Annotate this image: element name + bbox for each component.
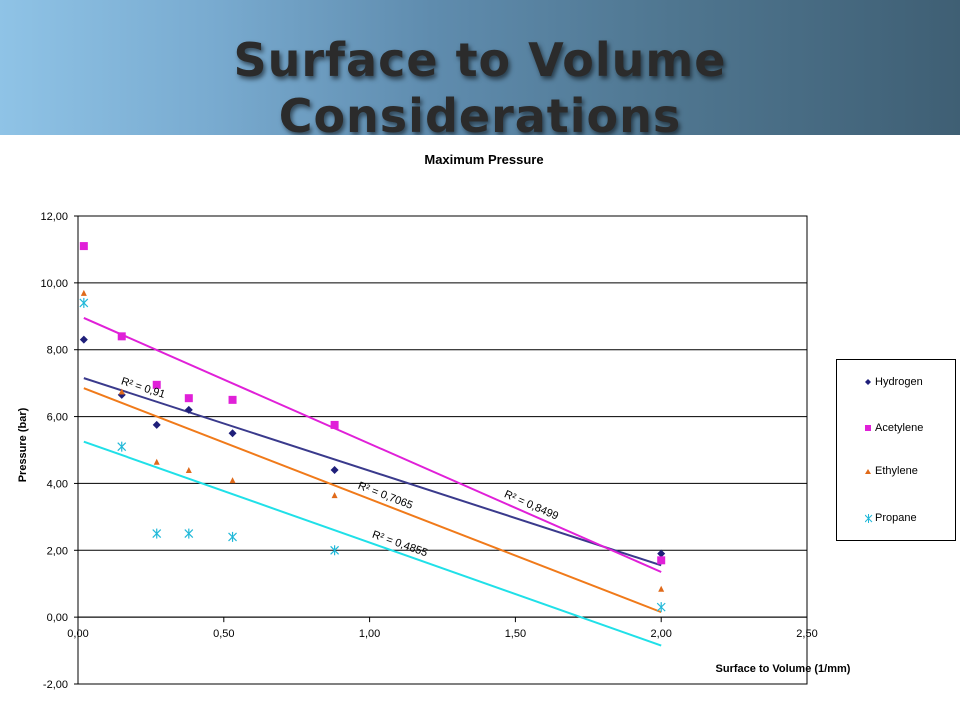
- x-tick-label: 0,50: [213, 628, 234, 640]
- point-acetylene: [228, 395, 237, 404]
- legend-label-hydrogen: Hydrogen: [875, 376, 923, 388]
- r2-label-ethylene: R² = 0,7065: [356, 480, 414, 512]
- r2-label-propane: R² = 0,4855: [371, 529, 429, 560]
- legend-marker-hydrogen: [865, 379, 871, 385]
- point-acetylene: [79, 242, 88, 251]
- point-ethylene: [658, 585, 665, 592]
- point-acetylene: [184, 394, 193, 403]
- point-hydrogen: [184, 405, 193, 414]
- point-propane: [228, 531, 237, 542]
- trendline-hydrogen: [83, 377, 662, 567]
- point-hydrogen: [228, 429, 237, 438]
- point-hydrogen: [657, 549, 666, 558]
- y-tick-label: 10,00: [40, 278, 68, 290]
- trendline-propane: [83, 440, 662, 647]
- point-ethylene: [185, 467, 192, 474]
- y-tick-label: -2,00: [43, 679, 68, 691]
- point-hydrogen: [330, 466, 339, 475]
- y-tick-label: 6,00: [47, 412, 68, 424]
- x-tick-label: 1,00: [359, 628, 380, 640]
- x-tick-label: 1,50: [505, 628, 526, 640]
- x-tick-label: 0,00: [67, 628, 88, 640]
- y-axis-title: Pressure (bar): [17, 407, 29, 482]
- plot-area: [77, 215, 808, 685]
- y-tick-label: 2,00: [47, 545, 68, 557]
- point-hydrogen: [152, 420, 161, 429]
- point-ethylene: [331, 492, 338, 499]
- y-tick-label: 4,00: [47, 478, 68, 490]
- legend-marker-ethylene: [865, 469, 871, 474]
- point-ethylene: [153, 458, 160, 465]
- y-tick-label: 8,00: [47, 345, 68, 357]
- x-tick-label: 2,00: [650, 628, 671, 640]
- slide-title-line2: Considerations: [278, 89, 682, 135]
- legend-label-propane: Propane: [875, 512, 917, 524]
- point-propane: [330, 545, 340, 556]
- y-tick-label: 0,00: [47, 612, 68, 624]
- title-banner: Surface to Volume Considerations: [0, 0, 960, 135]
- point-propane: [656, 602, 666, 613]
- point-propane: [184, 528, 194, 539]
- point-propane: [117, 441, 127, 452]
- point-acetylene: [330, 420, 339, 429]
- legend-marker-propane: [865, 514, 873, 523]
- legend-label-ethylene: Ethylene: [875, 465, 918, 477]
- x-tick-label: 2,50: [796, 628, 817, 640]
- chart-title: Maximum Pressure: [424, 152, 543, 167]
- y-tick-label: 12,00: [40, 211, 68, 223]
- x-axis-title: Surface to Volume (1/mm): [716, 663, 851, 675]
- point-ethylene: [80, 289, 87, 296]
- point-acetylene: [152, 380, 161, 389]
- point-acetylene: [117, 332, 126, 341]
- legend-label-acetylene: Acetylene: [875, 422, 924, 434]
- point-hydrogen: [79, 335, 88, 344]
- point-acetylene: [657, 556, 666, 565]
- point-propane: [79, 297, 89, 308]
- trendline-acetylene: [83, 317, 662, 573]
- legend-marker-acetylene: [865, 425, 871, 431]
- point-propane: [152, 528, 162, 539]
- chart-legend: Hydrogen Acetylene Ethylene Propane: [836, 359, 956, 541]
- trendline-ethylene: [83, 387, 662, 614]
- point-ethylene: [229, 477, 236, 484]
- point-ethylene: [118, 388, 125, 395]
- slide-title-line1: Surface to Volume: [233, 33, 727, 87]
